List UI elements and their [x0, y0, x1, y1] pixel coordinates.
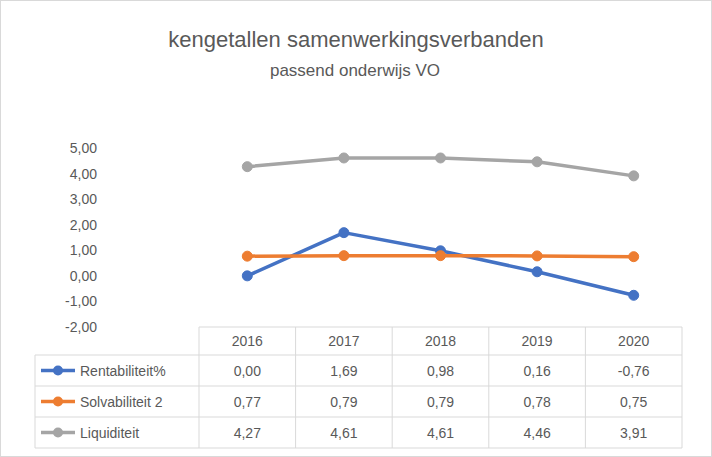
y-tick [198, 224, 199, 225]
y-tick-label: -2,00 [65, 319, 97, 335]
series-marker [629, 252, 639, 262]
y-tick-label: 2,00 [70, 217, 97, 233]
series-marker [339, 153, 349, 163]
y-tick-label: 1,00 [70, 242, 97, 258]
series-marker [629, 290, 639, 300]
x-tick-label: 2019 [522, 333, 553, 349]
table-value: 4,27 [234, 425, 261, 441]
series-marker [629, 171, 639, 181]
y-tick [198, 301, 199, 302]
series-marker [532, 251, 542, 261]
table-line [682, 327, 683, 448]
series-line [247, 233, 633, 296]
series-marker [532, 157, 542, 167]
legend-label: Solvabiliteit 2 [80, 394, 163, 410]
y-tick-label: 5,00 [70, 140, 97, 156]
legend-label: Liquiditeit [80, 425, 139, 441]
legend-marker [53, 397, 63, 407]
table-value: 0,77 [234, 394, 261, 410]
table-line [392, 327, 393, 448]
subtitle: passend onderwijs VO [270, 61, 440, 80]
table-value: 4,61 [427, 425, 454, 441]
series-marker [339, 251, 349, 261]
y-tick-label: -1,00 [65, 293, 97, 309]
x-tick-label: 2016 [232, 333, 263, 349]
y-tick-label: 3,00 [70, 191, 97, 207]
x-tick-label: 2020 [618, 333, 649, 349]
series-marker [242, 271, 252, 281]
title: kengetallen samenwerkingsverbanden [168, 27, 543, 52]
series-marker [436, 251, 446, 261]
y-tick-label: 4,00 [70, 166, 97, 182]
y-tick-label: 0,00 [70, 268, 97, 284]
table-line [585, 327, 586, 448]
table-value: 0,00 [234, 363, 261, 379]
x-tick-label: 2017 [328, 333, 359, 349]
table-value: 0,78 [523, 394, 550, 410]
series-marker [532, 267, 542, 277]
table-value: 0,79 [427, 394, 454, 410]
table-line [295, 327, 296, 448]
series-marker [242, 251, 252, 261]
table-value: 0,16 [523, 363, 550, 379]
table-line [199, 327, 200, 448]
y-tick [198, 275, 199, 276]
chart: kengetallen samenwerkingsverbanden passen… [0, 0, 712, 457]
y-tick [198, 173, 199, 174]
y-tick [198, 199, 199, 200]
legend-label: Rentabiliteit% [80, 363, 166, 379]
table-value: 3,91 [620, 425, 647, 441]
table-value: -0,76 [618, 363, 650, 379]
series-group [242, 153, 638, 300]
y-tick [198, 250, 199, 251]
data-table [35, 327, 682, 448]
table-value: 4,61 [330, 425, 357, 441]
legend-marker [53, 428, 63, 438]
table-line [35, 355, 36, 448]
series-marker [339, 228, 349, 238]
series-marker [242, 162, 252, 172]
table-value: 1,69 [330, 363, 357, 379]
legend-marker [53, 366, 63, 376]
table-value: 4,46 [523, 425, 550, 441]
x-tick-label: 2018 [425, 333, 456, 349]
table-value: 0,79 [330, 394, 357, 410]
x-axis [199, 327, 682, 328]
table-value: 0,75 [620, 394, 647, 410]
series-marker [436, 153, 446, 163]
chart-border [1, 1, 712, 457]
y-tick [198, 148, 199, 149]
table-value: 0,98 [427, 363, 454, 379]
table-line [488, 327, 489, 448]
